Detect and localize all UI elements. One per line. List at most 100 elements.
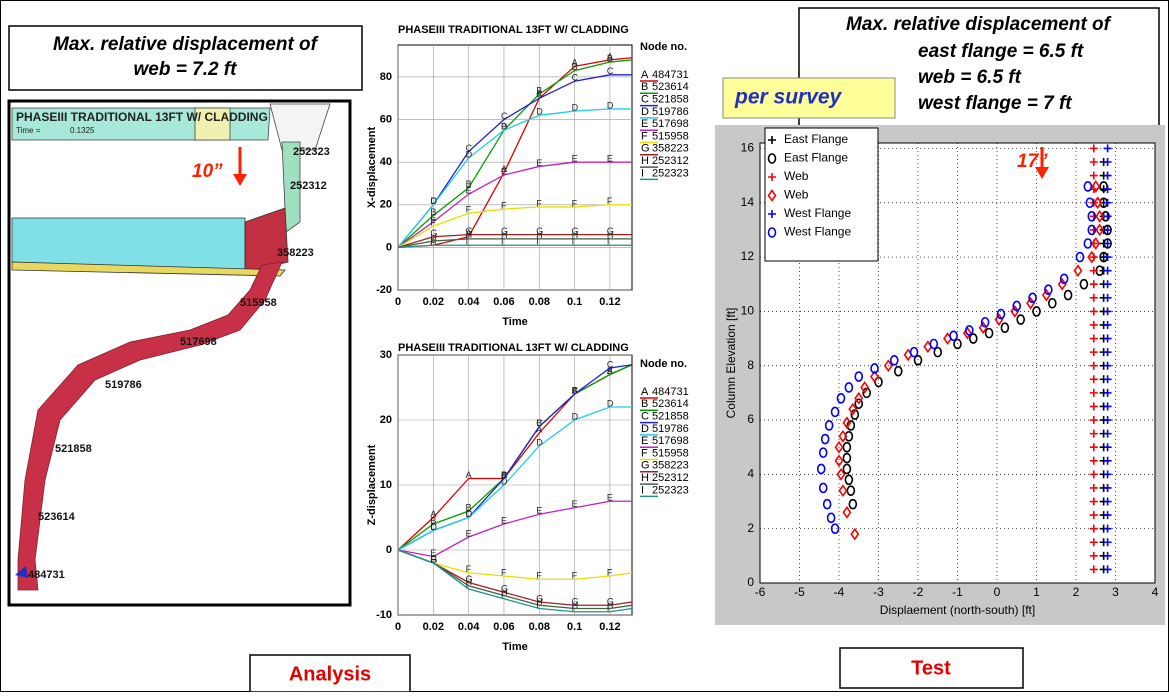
legend-label: 521858	[652, 94, 689, 106]
y-tick-label: 2	[747, 521, 754, 535]
legend-label: 252312	[652, 155, 689, 167]
x-tick-label: 0.12	[599, 296, 620, 308]
line-letter: E	[536, 506, 542, 516]
line-letter: A	[466, 470, 472, 480]
x-tick-label: -3	[873, 585, 884, 599]
model-time-value: 0.1325	[70, 126, 95, 135]
legend-letter: D	[641, 423, 649, 435]
y-axis-label: Column Elevation [ft]	[724, 308, 738, 419]
legend-label: 519786	[652, 423, 689, 435]
line-letter: C	[572, 73, 579, 83]
y-tick-label: 0	[386, 544, 392, 556]
legend-letter: B	[641, 398, 648, 410]
legend-label: 252323	[652, 484, 689, 496]
line-letter: C	[536, 90, 543, 100]
line-letter: E	[607, 493, 613, 503]
note-line: web = 7.2 ft	[134, 59, 238, 80]
line-letter: I	[430, 554, 433, 564]
legend-letter: G	[641, 460, 650, 472]
legend-label: 252323	[652, 167, 689, 179]
line-letter: E	[466, 528, 472, 538]
x-tick-label: 0.08	[529, 296, 550, 308]
line-letter: I	[501, 237, 504, 247]
x-tick-label: 0.02	[423, 621, 444, 633]
slide: Max. relative displacement of web = 7.2 …	[0, 0, 1169, 692]
legend-title: Node no.	[640, 41, 687, 53]
legend-letter: F	[641, 447, 648, 459]
x-tick-label: 4	[1152, 585, 1159, 599]
legend-letter: C	[641, 411, 649, 423]
legend-letter: A	[641, 69, 649, 81]
x-axis-label: Displaement (north-south) [ft]	[880, 603, 1035, 617]
chart-title: PHASEIII TRADITIONAL 13FT W/ CLADDING	[398, 24, 629, 36]
legend-label: 515958	[652, 447, 689, 459]
x-tick-label: 0.1	[567, 296, 582, 308]
legend-label: West Flange	[784, 225, 851, 239]
line-letter: D	[536, 437, 543, 447]
legend-letter: B	[641, 81, 648, 93]
y-tick-label: -20	[376, 284, 392, 296]
x-tick-label: -4	[834, 585, 845, 599]
line-letter: D	[430, 522, 437, 532]
chart-title: PHASEIII TRADITIONAL 13FT W/ CLADDING	[398, 342, 629, 354]
legend-label: 519786	[652, 106, 689, 118]
note-line: web = 6.5 ft	[918, 67, 1022, 88]
x-tick-label: 0.04	[458, 621, 480, 633]
y-tick-label: 8	[747, 358, 754, 372]
line-letter: F	[536, 198, 542, 208]
y-tick-label: 10	[741, 304, 755, 318]
legend-letter: H	[641, 155, 649, 167]
y-tick-label: 20	[380, 414, 392, 426]
line-letter: F	[572, 571, 578, 581]
legend-label: 517698	[652, 118, 689, 130]
y-tick-label: 80	[380, 71, 392, 83]
legend-letter: I	[641, 484, 644, 496]
x-tick-label: 2	[1073, 585, 1080, 599]
line-letter: F	[501, 200, 507, 210]
node-label: 358223	[277, 247, 314, 259]
note-line: Max. relative displacement of	[53, 34, 319, 55]
line-letter: E	[572, 154, 578, 164]
y-tick-label: 20	[380, 199, 392, 211]
y-tick-label: 40	[380, 156, 392, 168]
model-annotation: 10”	[192, 161, 223, 182]
node-label: 519786	[105, 379, 142, 391]
y-tick-label: 14	[741, 195, 755, 209]
x-tick-label: 0.1	[567, 621, 582, 633]
x-axis-label: Time	[502, 641, 527, 653]
legend-label: 523614	[652, 81, 689, 93]
node-label: 517698	[180, 336, 217, 348]
line-letter: F	[607, 567, 613, 577]
x-tick-label: 0.12	[599, 621, 620, 633]
x-tick-label: -1	[952, 585, 963, 599]
line-letter: F	[572, 198, 578, 208]
legend-label: 517698	[652, 435, 689, 447]
model-time-label: Time =	[16, 126, 41, 135]
analysis-label: Analysis	[289, 663, 371, 685]
x-tick-label: 0	[395, 621, 401, 633]
legend-letter: C	[641, 94, 649, 106]
legend-label: 252312	[652, 472, 689, 484]
line-letter: E	[501, 166, 507, 176]
note-line: east flange = 6.5 ft	[918, 41, 1084, 62]
line-letter: F	[466, 205, 472, 215]
line-letter: F	[501, 567, 507, 577]
x-tick-label: 0	[395, 296, 401, 308]
line-letter: C	[536, 418, 543, 428]
legend-letter: E	[641, 118, 648, 130]
line-letter: F	[607, 196, 613, 206]
y-tick-label: 60	[380, 113, 392, 125]
legend-label: 521858	[652, 411, 689, 423]
y-tick-label: 12	[741, 249, 755, 263]
line-letter: C	[501, 111, 508, 121]
legend-letter: G	[641, 143, 650, 155]
model-title: PHASEIII TRADITIONAL 13FT W/ CLADDING	[16, 110, 268, 124]
x-tick-label: 0.08	[529, 621, 550, 633]
line-letter: D	[466, 149, 473, 159]
legend-letter: D	[641, 106, 649, 118]
legend-label: 358223	[652, 143, 689, 155]
x-axis-label: Time	[502, 316, 527, 328]
y-tick-label: -10	[376, 609, 392, 621]
line-letter: D	[572, 411, 579, 421]
line-letter: D	[607, 100, 614, 110]
